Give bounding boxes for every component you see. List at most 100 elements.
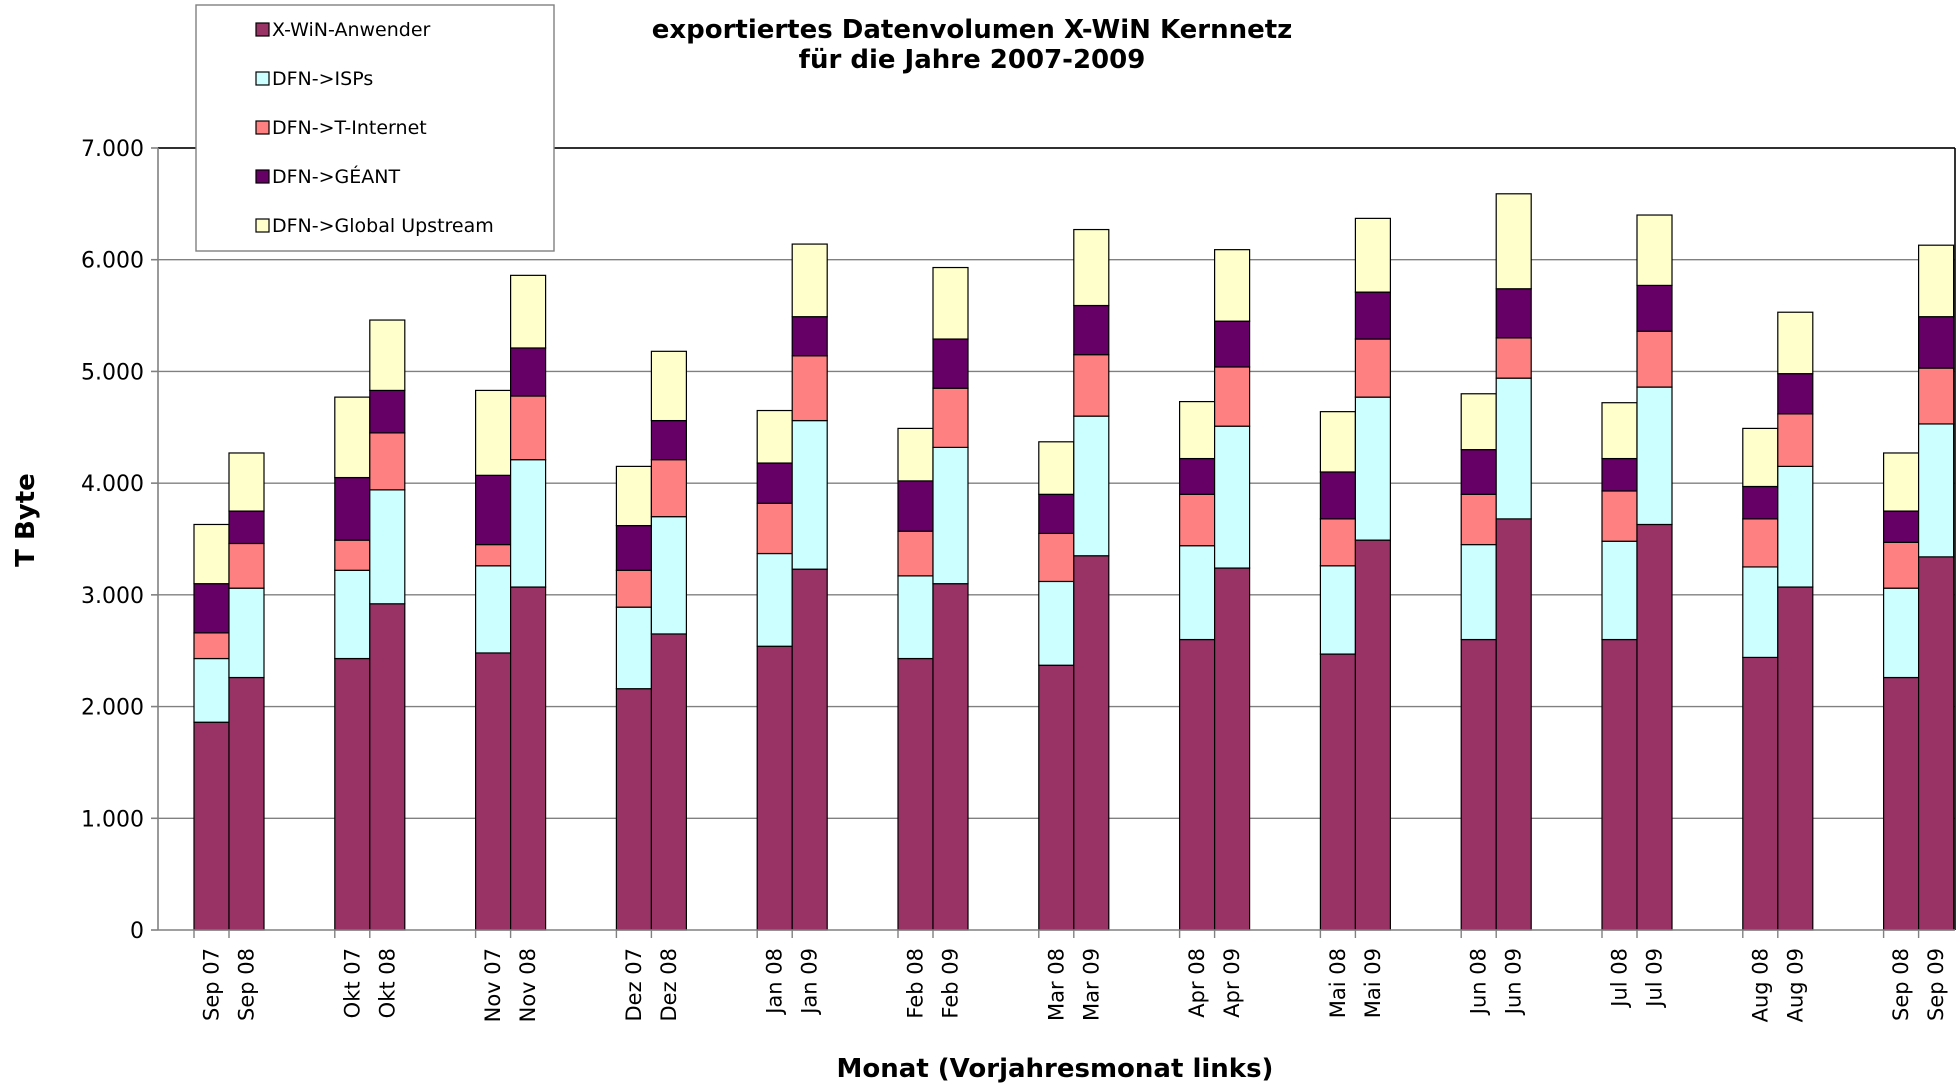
- bar-segment-3-6: [510, 395, 547, 461]
- legend-swatch: [255, 218, 270, 233]
- bar-segment-3-10: [791, 355, 828, 422]
- x-category-label: Dez 07: [622, 948, 646, 1022]
- x-category-label: Nov 08: [516, 948, 540, 1022]
- bar-segment-4-22: [1636, 284, 1673, 332]
- x-category-label: Feb 08: [904, 948, 928, 1019]
- bar-segment-5-18: [1354, 217, 1392, 293]
- y-tick-label: 2.000: [81, 696, 144, 721]
- bar-segment-3-25: [1882, 541, 1920, 589]
- bar-segment-3-14: [1073, 354, 1110, 417]
- bar-segment-2-23: [1742, 566, 1779, 659]
- bar-segment-3-4: [369, 432, 406, 491]
- bar-segment-5-9: [756, 409, 793, 464]
- x-category-label: Jul 08: [1608, 948, 1632, 1009]
- bar-segment-1-5: [475, 652, 512, 931]
- bar-segment-2-9: [756, 552, 793, 647]
- bar-segment-4-21: [1601, 457, 1638, 492]
- x-axis-title: Monat (Vorjahresmonat links): [837, 1054, 1274, 1084]
- x-category-label: Jun 08: [1467, 948, 1491, 1016]
- x-category-label: Mai 08: [1326, 948, 1350, 1018]
- y-tick-label: 0: [130, 919, 144, 944]
- bar-segment-1-22: [1636, 523, 1673, 931]
- bar-segment-3-19: [1460, 493, 1497, 546]
- bar-segment-1-2: [228, 676, 265, 931]
- bar-segment-1-18: [1354, 539, 1392, 931]
- legend-swatch: [255, 71, 270, 86]
- bar-segment-3-2: [228, 542, 265, 589]
- bar-segment-5-23: [1742, 427, 1779, 488]
- bar-segment-3-9: [756, 502, 793, 555]
- bar-segment-4-3: [334, 476, 371, 541]
- bar-segment-2-24: [1777, 465, 1814, 588]
- legend-swatch: [255, 22, 270, 37]
- bar-segment-3-24: [1777, 413, 1814, 467]
- bar-segment-1-16: [1213, 567, 1251, 931]
- x-category-label: Jan 09: [798, 948, 822, 1016]
- bar-segment-3-8: [650, 459, 688, 518]
- bar-segment-5-2: [228, 452, 265, 512]
- x-category-label: Mar 08: [1044, 948, 1068, 1021]
- bar-segment-4-11: [897, 480, 934, 532]
- bar-segment-4-23: [1742, 485, 1779, 520]
- x-category-label: Sep 09: [1924, 948, 1948, 1021]
- bar-segment-1-8: [650, 633, 688, 931]
- bar-segment-4-25: [1882, 510, 1920, 543]
- bar-segment-5-16: [1213, 249, 1251, 322]
- bar-segment-5-3: [334, 396, 371, 479]
- bar-segment-1-14: [1073, 555, 1110, 931]
- legend-label: X-WiN-Anwender: [272, 19, 431, 41]
- bar-segment-2-5: [475, 565, 512, 654]
- bar-segment-5-6: [510, 274, 547, 349]
- bar-segment-2-4: [369, 489, 406, 605]
- bar-segment-5-26: [1917, 244, 1955, 318]
- bar-segment-5-10: [791, 243, 828, 318]
- bar-segment-5-19: [1460, 393, 1497, 451]
- bar-segment-2-22: [1636, 386, 1673, 526]
- bar-segment-5-25: [1882, 452, 1920, 512]
- bar-segment-2-21: [1601, 540, 1638, 641]
- bar-segment-5-22: [1636, 214, 1673, 287]
- bar-segment-2-16: [1213, 425, 1251, 569]
- bar-segment-3-15: [1178, 493, 1216, 547]
- bar-segment-5-8: [650, 350, 688, 422]
- bar-segment-5-1: [193, 523, 230, 585]
- bar-segment-2-3: [334, 569, 371, 660]
- bar-segment-5-20: [1495, 193, 1532, 290]
- x-category-label: Sep 08: [1889, 948, 1913, 1021]
- x-category-label: Mai 09: [1361, 948, 1385, 1018]
- x-category-label: Jun 09: [1502, 948, 1526, 1016]
- x-category-label: Mar 09: [1079, 948, 1103, 1021]
- bar-segment-3-3: [334, 539, 371, 571]
- bar-segment-2-7: [615, 606, 653, 690]
- legend-label: DFN->ISPs: [272, 68, 373, 90]
- bar-segment-4-17: [1319, 471, 1357, 520]
- bar-segment-2-10: [791, 419, 828, 570]
- bar-segment-1-15: [1178, 638, 1216, 931]
- bar-segment-1-6: [510, 586, 547, 931]
- bar-segment-5-15: [1178, 400, 1216, 460]
- bar-segment-5-14: [1073, 228, 1110, 307]
- bar-segment-2-12: [932, 446, 969, 585]
- bar-segment-1-3: [334, 657, 371, 931]
- bar-segment-4-5: [475, 474, 512, 546]
- legend-swatch: [255, 169, 270, 184]
- bar-segment-4-24: [1777, 373, 1814, 415]
- bar-segment-3-1: [193, 632, 230, 660]
- bar-segment-3-7: [615, 569, 653, 608]
- bar-segment-2-6: [510, 459, 547, 588]
- y-axis-title: T Byte: [11, 473, 41, 567]
- bar-segment-1-4: [369, 603, 406, 931]
- bar-segment-5-13: [1038, 441, 1075, 495]
- y-tick-label: 6.000: [81, 249, 144, 274]
- legend-label: DFN->Global Upstream: [272, 215, 494, 237]
- y-tick-label: 1.000: [81, 807, 144, 832]
- x-category-label: Sep 08: [235, 948, 259, 1021]
- bar-segment-3-5: [475, 543, 512, 567]
- bar-segment-4-6: [510, 347, 547, 397]
- bar-segment-3-16: [1213, 366, 1251, 427]
- bar-segment-5-12: [932, 266, 969, 340]
- bar-segment-5-24: [1777, 311, 1814, 375]
- bar-segment-3-23: [1742, 518, 1779, 568]
- chart-title-line2: für die Jahre 2007-2009: [799, 45, 1146, 75]
- bar-segment-4-4: [369, 389, 406, 434]
